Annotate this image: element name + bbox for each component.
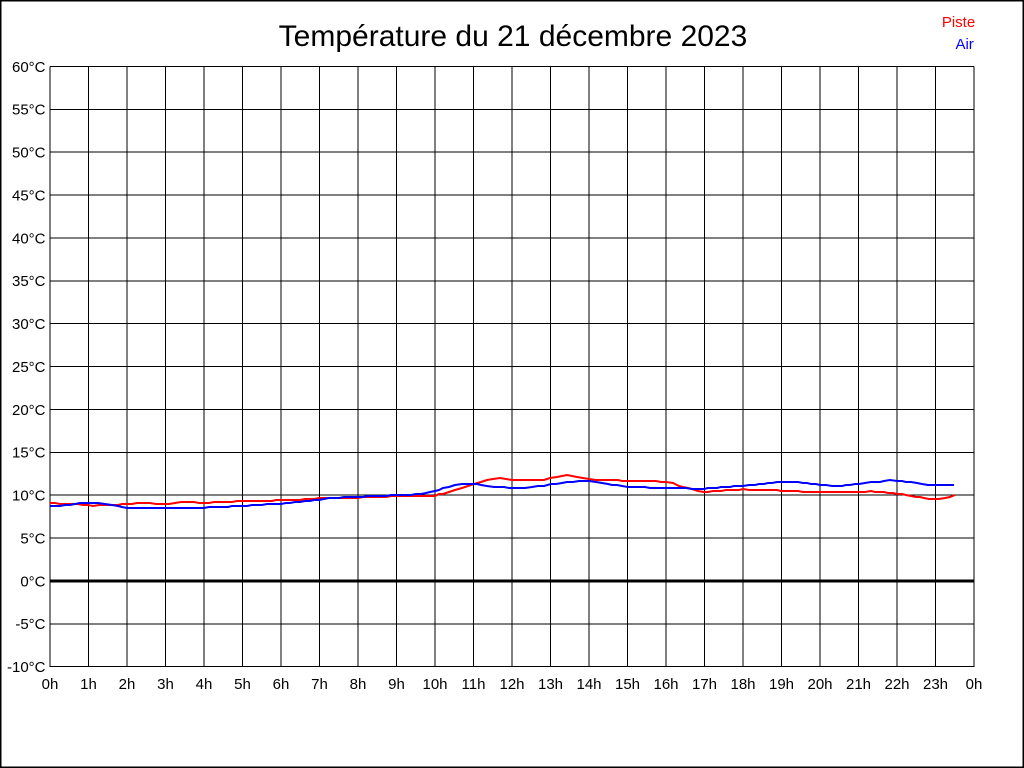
svg-text:55°C: 55°C bbox=[12, 102, 46, 119]
svg-text:50°C: 50°C bbox=[12, 145, 46, 162]
svg-text:21h: 21h bbox=[846, 676, 871, 693]
svg-text:10h: 10h bbox=[422, 676, 447, 693]
svg-text:Piste: Piste bbox=[942, 14, 975, 31]
svg-text:23h: 23h bbox=[923, 676, 948, 693]
svg-text:8h: 8h bbox=[350, 676, 367, 693]
svg-text:25°C: 25°C bbox=[12, 359, 46, 376]
svg-text:20h: 20h bbox=[807, 676, 832, 693]
svg-text:15°C: 15°C bbox=[12, 445, 46, 462]
svg-text:18h: 18h bbox=[730, 676, 755, 693]
svg-text:13h: 13h bbox=[538, 676, 563, 693]
svg-text:20°C: 20°C bbox=[12, 402, 46, 419]
svg-text:5h: 5h bbox=[234, 676, 251, 693]
svg-text:5°C: 5°C bbox=[20, 530, 45, 547]
svg-text:-10°C: -10°C bbox=[7, 659, 46, 676]
svg-text:-5°C: -5°C bbox=[15, 616, 45, 633]
svg-text:12h: 12h bbox=[499, 676, 524, 693]
svg-text:Température du 21 décembre 202: Température du 21 décembre 2023 bbox=[279, 20, 748, 53]
svg-text:60°C: 60°C bbox=[12, 59, 46, 76]
svg-text:14h: 14h bbox=[576, 676, 601, 693]
svg-text:35°C: 35°C bbox=[12, 273, 46, 290]
svg-text:2h: 2h bbox=[119, 676, 136, 693]
svg-text:15h: 15h bbox=[615, 676, 640, 693]
svg-text:1h: 1h bbox=[80, 676, 97, 693]
svg-text:10°C: 10°C bbox=[12, 488, 46, 505]
svg-text:7h: 7h bbox=[311, 676, 328, 693]
svg-text:6h: 6h bbox=[273, 676, 290, 693]
svg-text:3h: 3h bbox=[157, 676, 174, 693]
svg-text:11h: 11h bbox=[462, 676, 486, 693]
svg-text:0h: 0h bbox=[42, 676, 59, 693]
svg-text:9h: 9h bbox=[388, 676, 405, 693]
svg-text:19h: 19h bbox=[769, 676, 794, 693]
svg-text:Air: Air bbox=[955, 36, 973, 53]
svg-text:16h: 16h bbox=[653, 676, 678, 693]
svg-text:4h: 4h bbox=[196, 676, 213, 693]
svg-text:0h: 0h bbox=[966, 676, 983, 693]
svg-text:45°C: 45°C bbox=[12, 187, 46, 204]
svg-text:0°C: 0°C bbox=[20, 573, 45, 590]
svg-text:30°C: 30°C bbox=[12, 316, 46, 333]
svg-text:40°C: 40°C bbox=[12, 230, 46, 247]
svg-text:17h: 17h bbox=[692, 676, 717, 693]
svg-text:22h: 22h bbox=[884, 676, 909, 693]
